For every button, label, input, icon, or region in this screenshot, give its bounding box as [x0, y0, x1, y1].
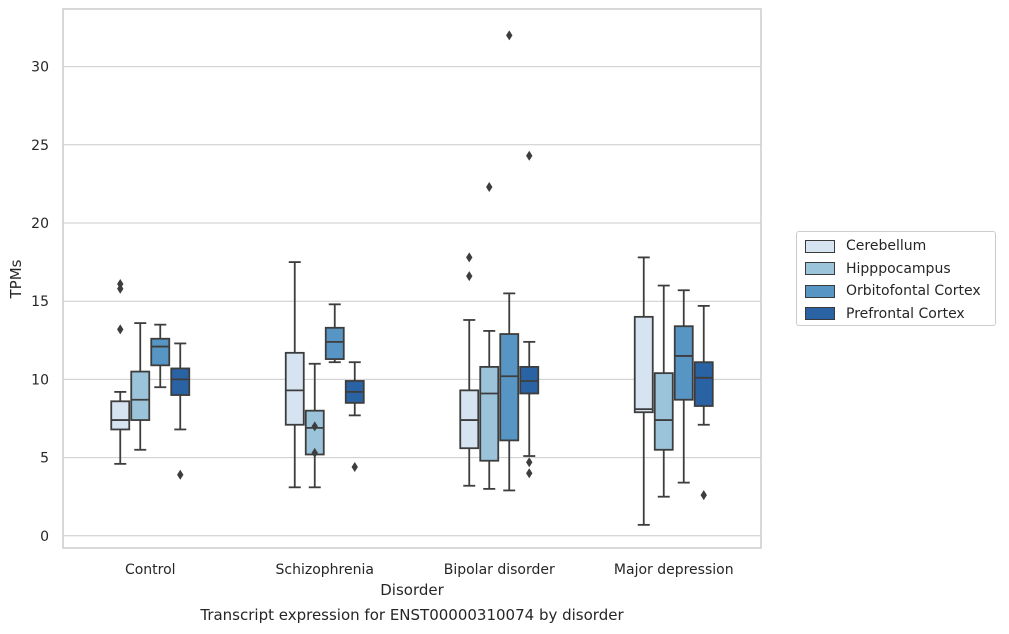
x-tick-label: Major depression	[614, 562, 734, 578]
box-cerebellum	[633, 256, 654, 526]
box-cerebellum	[284, 261, 305, 489]
legend-swatch	[805, 284, 835, 298]
outlier-point	[526, 468, 533, 479]
y-tick-label: 0	[40, 529, 49, 545]
box-body	[284, 351, 305, 426]
outlier-point	[466, 271, 473, 282]
legend-item: Hipppocampus	[805, 258, 995, 281]
box-hipppocampus	[479, 182, 500, 490]
legend-swatch	[805, 262, 835, 276]
outlier-point	[311, 447, 318, 458]
box-prefrontal-cortex	[519, 150, 540, 479]
box-body	[130, 370, 151, 421]
y-tick-label: 25	[31, 138, 49, 154]
legend-item: Orbitofontal Cortex	[805, 280, 995, 303]
legend-item: Cerebellum	[805, 235, 995, 258]
box-hipppocampus	[130, 322, 151, 451]
box-body	[324, 326, 345, 360]
y-tick-label: 10	[31, 372, 49, 388]
box-orbitofontal-cortex	[324, 303, 345, 364]
box-orbitofontal-cortex	[499, 30, 520, 492]
outlier-point	[177, 469, 184, 480]
box-prefrontal-cortex	[170, 342, 191, 480]
outlier-point	[351, 461, 358, 472]
legend-swatch	[805, 307, 835, 321]
grid-lines	[63, 66, 761, 537]
y-tick-label: 5	[40, 451, 49, 467]
box-prefrontal-cortex	[693, 304, 714, 501]
box-body	[304, 409, 325, 456]
box-cerebellum	[459, 252, 480, 487]
box-body	[499, 333, 520, 442]
legend-label: Prefrontal Cortex	[846, 305, 965, 322]
box-cerebellum	[110, 278, 131, 465]
y-tick-label: 20	[31, 216, 49, 232]
box-prefrontal-cortex	[344, 361, 365, 472]
box-body	[693, 361, 714, 407]
x-tick-label: Control	[125, 562, 176, 578]
outlier-point	[526, 457, 533, 468]
box-hipppocampus	[304, 362, 325, 489]
box-orbitofontal-cortex	[150, 323, 171, 389]
x-tick-label: Bipolar disorder	[444, 562, 555, 578]
legend-swatch	[805, 239, 835, 253]
legend-label: Orbitofontal Cortex	[846, 283, 981, 300]
box-body	[673, 325, 694, 401]
y-tick-label: 15	[31, 294, 49, 310]
box-body	[479, 365, 500, 462]
box-body	[110, 400, 131, 431]
chart-caption: Transcript expression for ENST0000031007…	[200, 606, 624, 624]
outlier-point	[526, 150, 533, 161]
outlier-point	[700, 490, 707, 501]
x-tick-label: Schizophrenia	[276, 562, 374, 578]
x-tick-labels: Control Schizophrenia Bipolar disorder Majo…	[125, 562, 734, 578]
legend-label: Cerebellum	[846, 238, 927, 255]
x-axis-label: Disorder	[380, 581, 444, 599]
box-body	[633, 315, 654, 414]
outlier-point	[311, 421, 318, 432]
outlier-point	[117, 324, 124, 335]
box-body	[150, 337, 171, 367]
outlier-point	[117, 278, 124, 289]
box-series	[110, 30, 714, 526]
box-orbitofontal-cortex	[673, 289, 694, 484]
plot-area-frame	[62, 8, 762, 549]
outlier-point	[506, 30, 513, 41]
legend: Cerebellum Hipppocampus Orbitofontal Corte…	[796, 231, 996, 326]
outlier-point	[486, 182, 493, 193]
box-body	[170, 367, 191, 396]
legend-item: Prefrontal Cortex	[805, 303, 995, 326]
box-hipppocampus	[653, 284, 674, 498]
y-tick-labels: 0 5 10 15 20 25 30	[31, 60, 49, 545]
legend-label: Hipppocampus	[846, 260, 951, 277]
y-axis-label: TPMs	[7, 259, 25, 299]
y-tick-label: 30	[31, 60, 49, 76]
outlier-point	[466, 252, 473, 263]
box-body	[653, 372, 674, 451]
